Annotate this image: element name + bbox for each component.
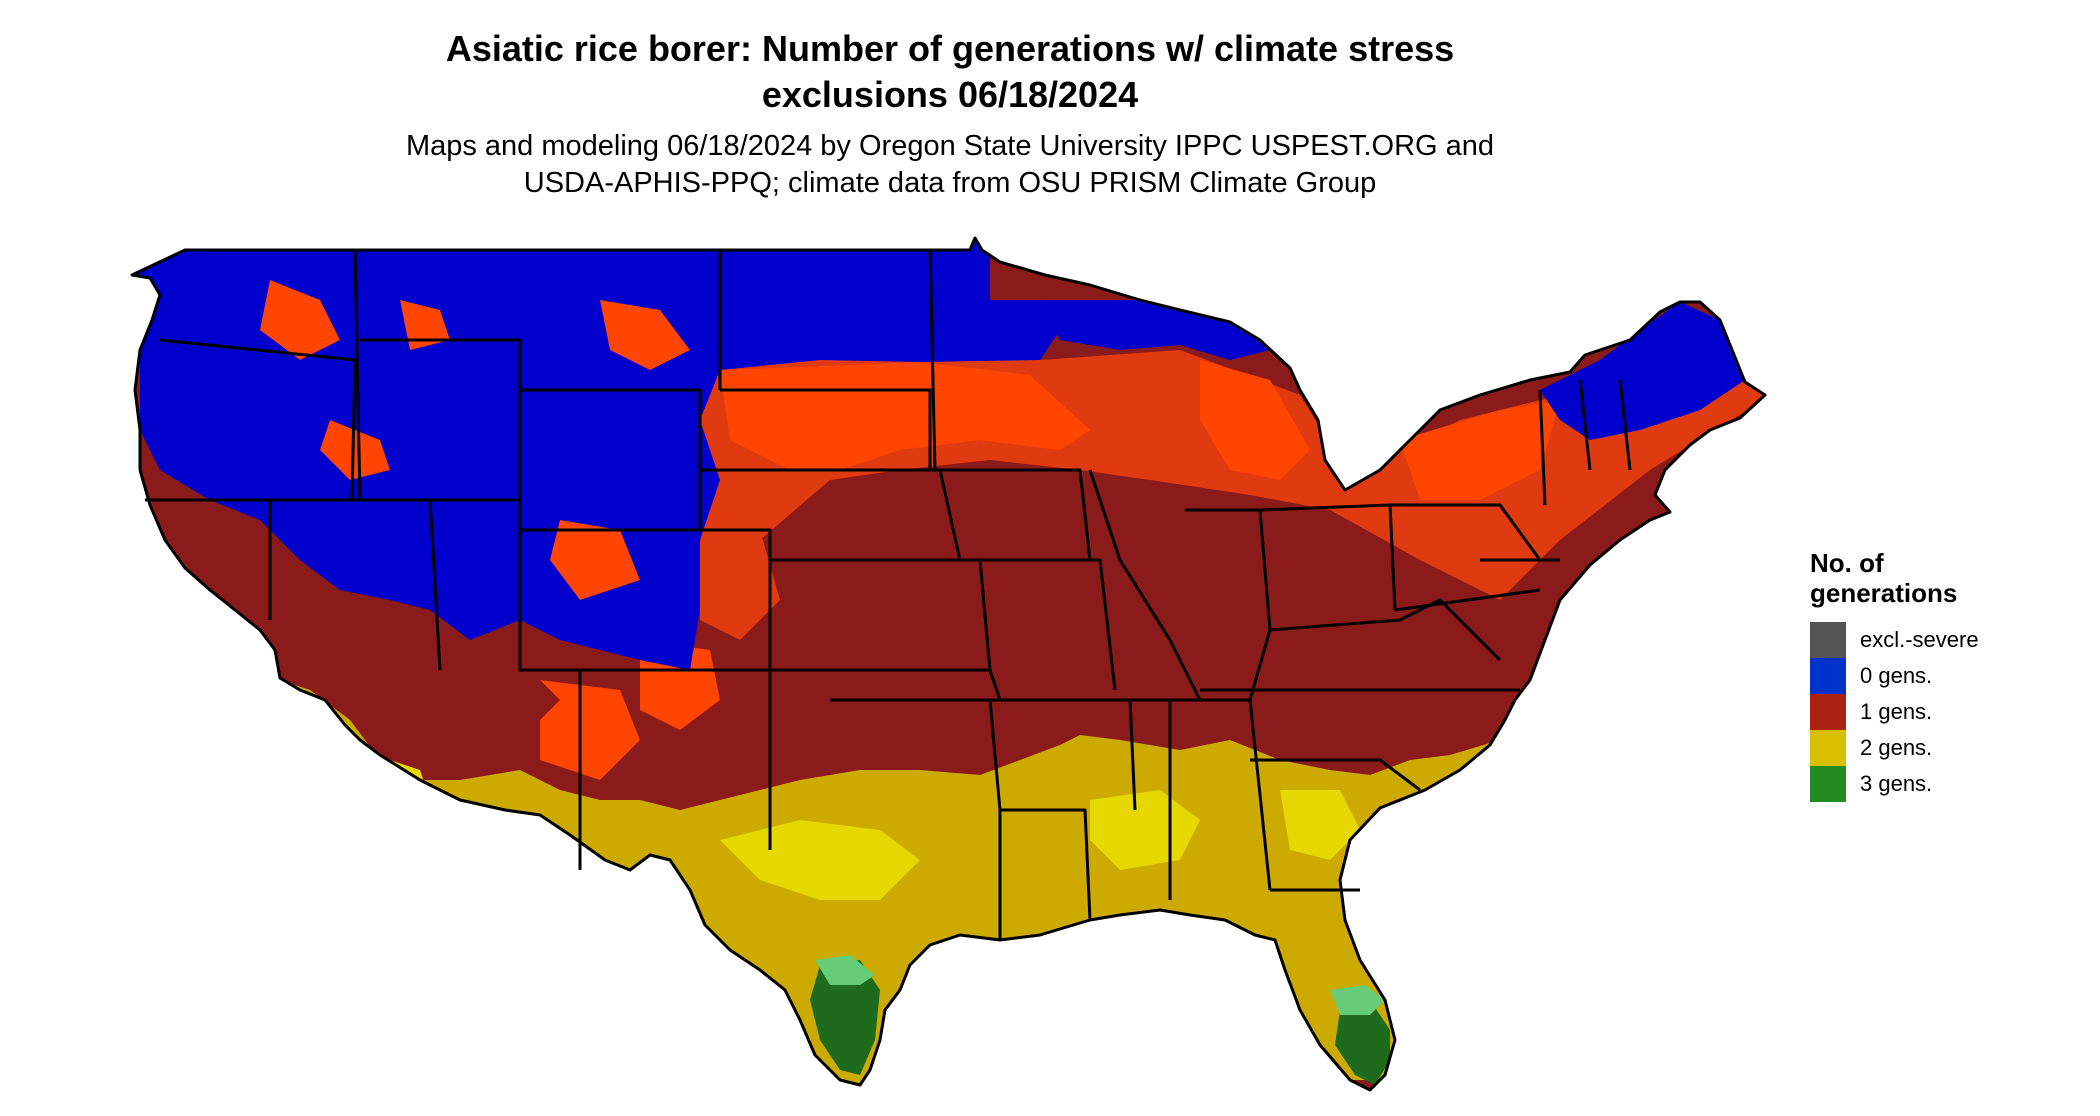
zone-zero-gens-new-england (1540, 302, 1745, 440)
legend-label: excl.-severe (1860, 627, 1979, 652)
map-subtitle: Maps and modeling 06/18/2024 by Oregon S… (290, 128, 1610, 202)
legend-swatch (1810, 658, 1846, 694)
zone-three-gens-florida (1335, 1000, 1390, 1085)
legend-swatch (1810, 766, 1846, 802)
legend-item-2-gens: 2 gens. (1810, 730, 1979, 766)
legend-item-1-gens: 1 gens. (1810, 694, 1979, 730)
legend: No. of generations excl.-severe 0 gens. … (1810, 548, 1979, 802)
legend-swatch (1810, 694, 1846, 730)
legend-item-0-gens: 0 gens. (1810, 658, 1979, 694)
map-title-line-2: exclusions 06/18/2024 (761, 74, 1139, 115)
map-title-line-1: Asiatic rice borer: Number of generation… (445, 28, 1455, 69)
legend-swatch (1810, 622, 1846, 658)
legend-label: 3 gens. (1860, 771, 1933, 796)
legend-item-3-gens: 3 gens. (1810, 766, 1979, 802)
legend-swatch (1810, 730, 1846, 766)
legend-label: 2 gens. (1860, 735, 1933, 760)
legend-label: 1 gens. (1860, 699, 1933, 724)
map-subtitle-line-2: USDA-APHIS-PPQ; climate data from OSU PR… (523, 167, 1377, 199)
legend-title-line-2: generations (1810, 578, 1958, 608)
generations-map (130, 236, 1767, 1092)
map-title: Asiatic rice borer: Number of generation… (290, 26, 1610, 118)
legend-item-excl-severe: excl.-severe (1810, 622, 1979, 658)
state-boundaries (130, 236, 1767, 1092)
map-subtitle-line-1: Maps and modeling 06/18/2024 by Oregon S… (405, 130, 1495, 162)
legend-title: No. of generations (1810, 548, 1979, 608)
legend-label: 0 gens. (1860, 663, 1933, 688)
zone-three-gens-texas (810, 960, 880, 1075)
legend-title-line-1: No. of (1810, 548, 1884, 578)
zone-two-gens (280, 680, 1540, 1085)
